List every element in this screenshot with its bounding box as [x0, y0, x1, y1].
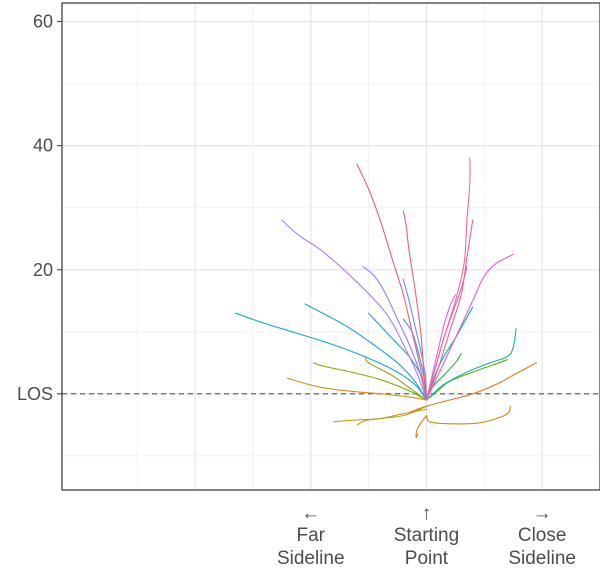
route-line-9 — [425, 359, 508, 401]
route-line-8 — [365, 356, 428, 401]
grid — [62, 3, 600, 490]
x-annotation-label: Starting — [394, 525, 459, 546]
route-line-21 — [425, 253, 514, 401]
route-line-17 — [362, 266, 428, 401]
y-tick-label: 40 — [33, 136, 53, 156]
route-line-24 — [425, 157, 471, 401]
y-tick-label: 60 — [33, 12, 53, 32]
route-line-13 — [234, 312, 428, 401]
route-line-26 — [356, 163, 428, 401]
route-line-25 — [402, 210, 428, 401]
x-annotation-label: Far — [297, 525, 326, 546]
route-line-12 — [425, 306, 474, 401]
route-line-1 — [287, 377, 428, 401]
x-annotation-label: Sideline — [508, 548, 576, 569]
y-tick-label: 20 — [33, 260, 53, 280]
route-line-11 — [425, 328, 517, 401]
route-series — [234, 157, 537, 439]
route-line-20 — [425, 294, 456, 401]
x-annotation-arrow: ↑ — [422, 503, 432, 524]
x-annotation-arrow: ← — [301, 503, 320, 524]
y-axis-ticks: 60 40 20 LOS — [17, 12, 62, 404]
route-line-14 — [304, 303, 428, 401]
route-line-23 — [425, 219, 474, 401]
x-annotation-arrow: → — [533, 503, 552, 524]
route-line-7 — [313, 362, 428, 401]
x-annotation-label: Close — [518, 525, 567, 546]
route-line-19 — [281, 219, 428, 401]
x-annotation-label: Sideline — [277, 548, 345, 569]
route-line-6 — [408, 362, 537, 414]
panel-border — [61, 2, 600, 491]
route-line-3 — [356, 405, 428, 426]
x-annotation-label: Point — [405, 548, 449, 569]
y-tick-label: LOS — [17, 384, 53, 404]
route-line-18 — [402, 278, 428, 401]
route-line-4 — [415, 415, 428, 439]
route-line-5 — [425, 405, 511, 425]
